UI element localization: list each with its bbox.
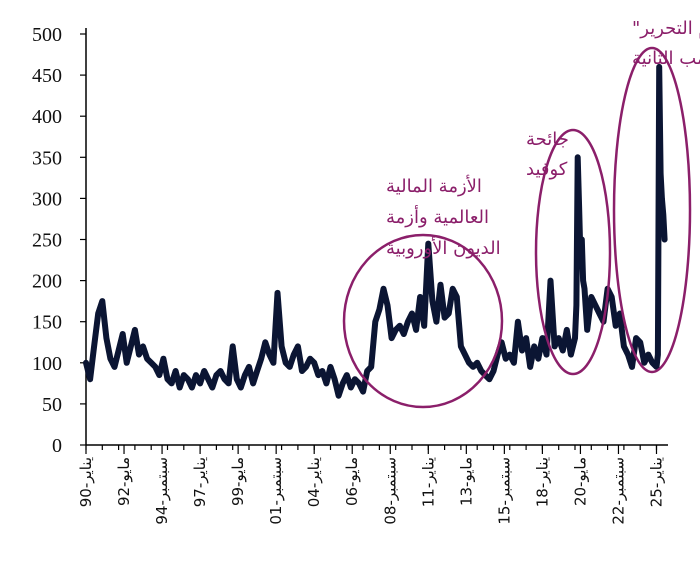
x-tick-label: سبتمبر-08 xyxy=(381,457,399,525)
y-tick-label: 500 xyxy=(32,24,62,46)
y-axis: 0 50 100 150 200 250 300 350 400 450 500 xyxy=(32,24,87,457)
highlight-layer xyxy=(342,46,692,409)
y-tick-label: 0 xyxy=(52,435,62,457)
gfc-annotation-line: العالمية وأزمة xyxy=(386,205,489,228)
y-tick-label: 350 xyxy=(32,147,62,169)
x-tick-label: سبتمبر-94 xyxy=(153,457,171,525)
covid-annotation: جائحة كوفيد xyxy=(526,129,569,180)
tariffs-annotation-line: رسوم "يوم التحرير" xyxy=(632,18,700,39)
covid-annotation-line: كوفيد xyxy=(526,159,568,180)
series-line-0 xyxy=(83,63,668,399)
x-tick-label: يناير-11 xyxy=(419,457,437,507)
x-tick-label: مايو-92 xyxy=(115,457,133,506)
x-tick-label: مايو-13 xyxy=(457,457,475,506)
x-tick-label: يناير-04 xyxy=(305,457,323,507)
tariffs-annotation-line: خلال رئاسة ترامب الثانية xyxy=(632,48,700,69)
series-layer xyxy=(83,63,668,399)
covid-ellipse xyxy=(534,128,612,376)
y-tick-label: 100 xyxy=(32,353,62,375)
gfc-annotation-line: الديون الأوروبية xyxy=(386,237,501,259)
tariffs-ellipse xyxy=(612,46,692,374)
y-tick-label: 450 xyxy=(32,65,62,87)
x-tick-label: سبتمبر-01 xyxy=(267,457,285,525)
y-tick-label: 400 xyxy=(32,106,62,128)
x-tick-label: يناير-90 xyxy=(77,457,95,507)
x-axis: يناير-90 مايو-92 سبتمبر-94 يناير-97 مايو-99 س… xyxy=(77,444,668,525)
covid-annotation-line: جائحة xyxy=(526,129,569,150)
x-tick-label: مايو-06 xyxy=(343,457,361,506)
y-tick-label: 50 xyxy=(42,394,62,416)
x-tick-label: مايو-20 xyxy=(571,457,589,506)
y-tick-label: 250 xyxy=(32,230,62,252)
x-tick-label: يناير-18 xyxy=(533,457,551,507)
annotation-layer: الأزمة المالية العالمية وأزمة الديون الأور… xyxy=(386,18,700,259)
x-tick-label: يناير-97 xyxy=(191,457,209,507)
gfc-annotation: الأزمة المالية العالمية وأزمة الديون الأور… xyxy=(386,175,501,259)
y-tick-label: 200 xyxy=(32,271,62,293)
x-tick-label: يناير-25 xyxy=(647,457,665,507)
gfc-ellipse xyxy=(342,233,504,409)
x-tick-label: سبتمبر-15 xyxy=(495,457,513,525)
gfc-annotation-line: الأزمة المالية xyxy=(386,175,482,197)
x-tick-label: مايو-99 xyxy=(229,457,247,506)
x-tick-label: سبتمبر-22 xyxy=(609,457,627,525)
y-tick-label: 300 xyxy=(32,188,62,210)
tariffs-annotation: رسوم "يوم التحرير" خلال رئاسة ترامب الثان… xyxy=(632,18,700,69)
y-tick-label: 150 xyxy=(32,312,62,334)
